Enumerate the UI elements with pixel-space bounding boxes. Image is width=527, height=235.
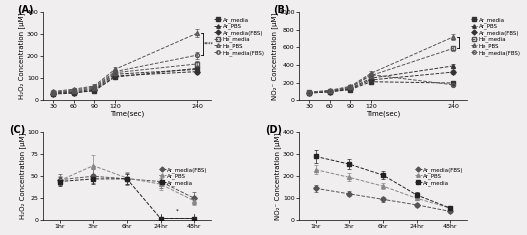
Text: *: * <box>176 208 179 213</box>
Text: (C): (C) <box>9 125 25 135</box>
Y-axis label: H₂O₂ Concentration [μM]: H₂O₂ Concentration [μM] <box>19 133 25 219</box>
Text: (D): (D) <box>265 125 282 135</box>
Y-axis label: NO₂⁻ Concentration [μM]: NO₂⁻ Concentration [μM] <box>275 133 281 220</box>
Text: (B): (B) <box>274 5 290 15</box>
Text: (A): (A) <box>17 5 34 15</box>
Legend: Ar_media, Ar_PBS, Ar_media(FBS), He_media, He_PBS, He_media(FBS): Ar_media, Ar_PBS, Ar_media(FBS), He_medi… <box>214 17 266 56</box>
X-axis label: Time(sec): Time(sec) <box>366 111 400 117</box>
Legend: Ar_media(FBS), Ar_PBS, Ar_media: Ar_media(FBS), Ar_PBS, Ar_media <box>415 166 464 186</box>
X-axis label: Time(sec): Time(sec) <box>110 111 144 117</box>
Legend: Ar_media, Ar_PBS, Ar_media(FBS), He_media, He_PBS, He_media(FBS): Ar_media, Ar_PBS, Ar_media(FBS), He_medi… <box>470 17 521 56</box>
Y-axis label: NO₂⁻ Concentration [μM]: NO₂⁻ Concentration [μM] <box>271 12 278 100</box>
Text: ****: **** <box>204 42 214 47</box>
Y-axis label: H₂O₂ Concentration [μM]: H₂O₂ Concentration [μM] <box>18 13 25 99</box>
Legend: Ar_media(FBS), Ar_PBS, Ar_media: Ar_media(FBS), Ar_PBS, Ar_media <box>159 166 208 186</box>
